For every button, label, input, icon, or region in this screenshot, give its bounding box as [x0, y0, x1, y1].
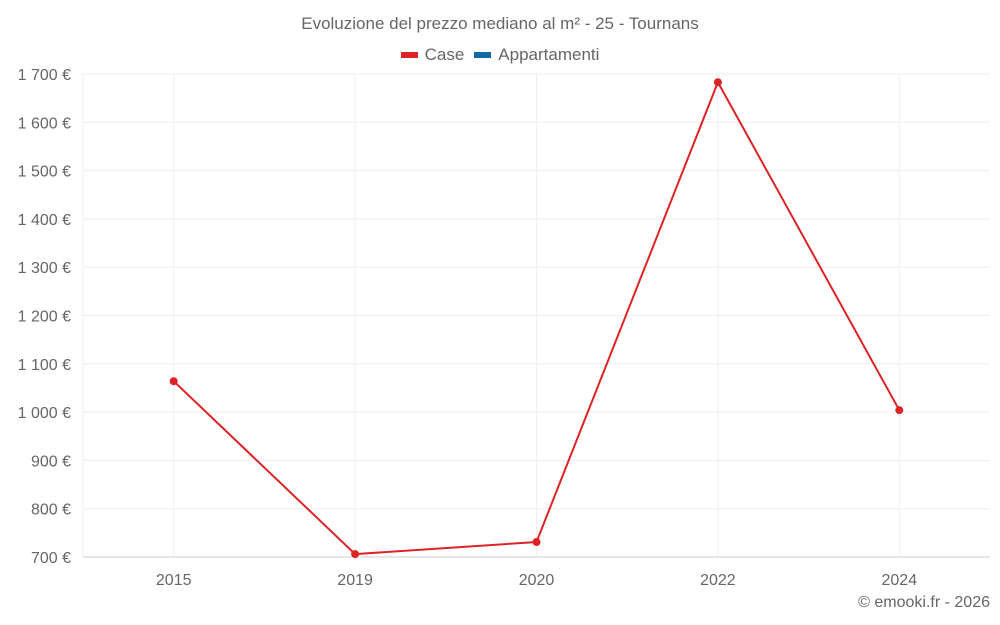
x-tick-label: 2022: [700, 572, 736, 589]
credit-text: © emooki.fr - 2026: [858, 594, 990, 611]
x-tick-label: 2019: [337, 572, 373, 589]
y-tick-label: 1 000 €: [18, 405, 71, 422]
y-tick-label: 1 200 €: [18, 309, 71, 326]
legend-swatch-case: [400, 52, 418, 58]
y-tick-label: 1 400 €: [18, 212, 71, 229]
y-tick-label: 700 €: [31, 550, 71, 567]
legend-swatch-appartamenti: [474, 52, 492, 58]
y-tick-label: 1 600 €: [18, 115, 71, 132]
legend-item-case[interactable]: Case: [400, 45, 465, 65]
legend-item-appartamenti[interactable]: Appartamenti: [474, 45, 599, 65]
legend-label-case: Case: [424, 45, 465, 64]
data-point: [895, 406, 904, 415]
chart-title: Evoluzione del prezzo mediano al m² - 25…: [301, 14, 699, 33]
x-tick-label: 2024: [882, 572, 918, 589]
y-tick-label: 900 €: [31, 453, 71, 470]
x-tick-label: 2015: [156, 572, 192, 589]
legend-label-appartamenti: Appartamenti: [498, 45, 600, 64]
y-tick-label: 1 300 €: [18, 260, 71, 277]
y-tick-label: 1 100 €: [18, 357, 71, 374]
data-point: [713, 78, 722, 87]
y-tick-label: 1 700 €: [18, 67, 71, 84]
x-tick-label: 2020: [519, 572, 555, 589]
legend: Case Appartamenti: [0, 45, 1000, 65]
data-point: [169, 377, 178, 386]
y-tick-label: 800 €: [31, 502, 71, 519]
data-point: [532, 538, 541, 547]
data-point: [351, 550, 360, 559]
y-tick-label: 1 500 €: [18, 164, 71, 181]
